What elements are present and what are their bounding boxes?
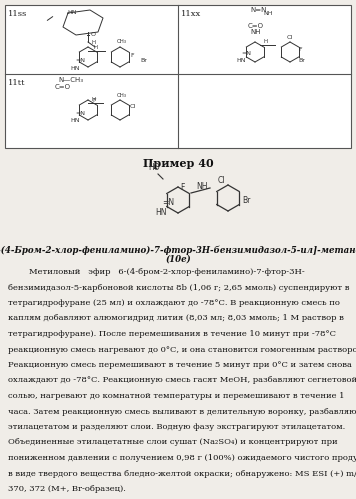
Text: каплям добавляют алюмогидрид лития (8,03 мл; 8,03 ммоль; 1 М раствор в: каплям добавляют алюмогидрид лития (8,03… [8,314,344,322]
Text: H: H [94,45,98,50]
Text: реакционную смесь нагревают до 0°С, и она становится гомогенным раствором.: реакционную смесь нагревают до 0°С, и он… [8,345,356,353]
Text: CH₃: CH₃ [117,93,127,98]
Text: H: H [91,40,95,45]
Text: H: H [263,39,267,44]
Text: Br: Br [298,58,305,63]
Text: O: O [91,32,96,37]
Text: Метиловый   эфир   6-(4-бром-2-хлор-фениламино)-7-фтор-3Н-: Метиловый эфир 6-(4-бром-2-хлор-фенилами… [8,268,305,276]
Text: 11tt: 11tt [8,79,26,87]
Text: 11xx: 11xx [181,10,201,18]
Text: HN: HN [67,10,77,15]
Text: бензимидазол-5-карбоновой кислоты 8b (1,06 г; 2,65 ммоль) суспендируют в: бензимидазол-5-карбоновой кислоты 8b (1,… [8,283,350,291]
Text: часа. Затем реакционную смесь выливают в делительную воронку, разбавляют: часа. Затем реакционную смесь выливают в… [8,408,356,416]
Text: HN: HN [70,118,79,123]
Text: тетрагидрофуране). После перемешивания в течение 10 минут при -78°С: тетрагидрофуране). После перемешивания в… [8,330,336,338]
Text: Br: Br [242,196,250,205]
Text: H: H [91,97,95,102]
Text: =N: =N [75,111,85,116]
Text: Объединенные этилацетатные слои сушат (Na₂SO₄) и концентрируют при: Объединенные этилацетатные слои сушат (N… [8,439,337,447]
Text: Cl: Cl [287,35,293,40]
Text: N=N: N=N [250,7,266,13]
Text: =N: =N [75,58,85,63]
Bar [5,5,351,148]
Text: NH: NH [263,11,272,16]
Text: Cl: Cl [218,176,225,185]
Text: C=O: C=O [55,84,71,90]
Text: Br: Br [140,58,147,63]
Text: тетрагидрофуране (25 мл) и охлаждают до -78°С. В реакционную смесь по: тетрагидрофуране (25 мл) и охлаждают до … [8,299,340,307]
Text: Cl: Cl [130,104,136,109]
Text: этилацетатом и разделяют слои. Водную фазу экстрагируют этилацетатом.: этилацетатом и разделяют слои. Водную фа… [8,423,345,431]
Text: 11ss: 11ss [8,10,27,18]
Text: Пример 40: Пример 40 [143,158,213,169]
Text: F: F [130,53,134,58]
Text: F: F [180,183,184,192]
Text: F: F [298,47,302,52]
Text: охлаждают до -78°С. Реакционную смесь гасят MeOH, разбавляют сегнетовой: охлаждают до -78°С. Реакционную смесь га… [8,377,356,385]
Text: CH₃: CH₃ [117,39,127,44]
Text: HN: HN [70,66,79,71]
Text: HN: HN [236,58,246,63]
Text: C=O: C=O [248,23,264,29]
Text: HO: HO [148,163,159,172]
Text: =N: =N [162,198,174,207]
Text: F: F [92,98,96,103]
Text: Реакционную смесь перемешивают в течение 5 минут при 0°С и затем снова: Реакционную смесь перемешивают в течение… [8,361,352,369]
Text: [6-(4-Бром-2-хлор-фениламино)-7-фтор-3Н-бензимидазол-5-ил]-метанол: [6-(4-Бром-2-хлор-фениламино)-7-фтор-3Н-… [0,245,356,254]
Text: солью, нагревают до комнатной температуры и перемешивают в течение 1: солью, нагревают до комнатной температур… [8,392,345,400]
Text: NH: NH [196,182,208,191]
Text: N—CH₃: N—CH₃ [58,77,83,83]
Text: HN: HN [155,208,167,217]
Text: NH: NH [250,29,261,35]
Text: 370, 372 (M+, Br-образец).: 370, 372 (M+, Br-образец). [8,485,126,493]
Text: =N: =N [241,51,251,56]
Text: в виде твердого вещества бледно-желтой окраски; обнаружено: MS ESI (+) m/z: в виде твердого вещества бледно-желтой о… [8,470,356,478]
Text: (10е): (10е) [165,255,191,264]
Text: пониженном давлении с получением 0,98 г (100%) ожидаемого чистого продукта: пониженном давлении с получением 0,98 г … [8,454,356,462]
